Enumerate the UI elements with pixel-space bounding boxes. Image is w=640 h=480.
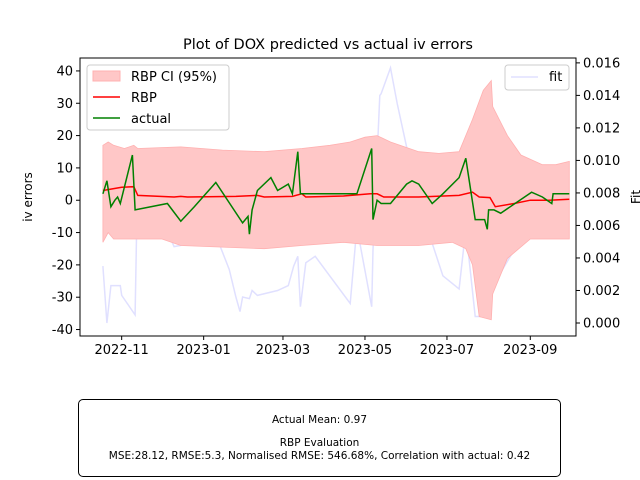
y-tick-label: 20 <box>56 129 73 144</box>
x-tick-label: 2023-07 <box>420 343 474 358</box>
y2-tick-label: 0.010 <box>583 154 620 169</box>
legend-ci-swatch <box>92 70 121 82</box>
legend: RBP CI (95%) RBP actual fit <box>86 64 570 131</box>
y-tick-label: -30 <box>52 291 73 306</box>
rbp-ci-band <box>102 79 570 321</box>
y2-tick-label: 0.002 <box>583 284 620 299</box>
y-tick-label: -20 <box>52 258 73 273</box>
chart-title: Plot of DOX predicted vs actual iv error… <box>183 37 473 53</box>
x-tick-label: 2023-09 <box>503 343 557 358</box>
actual-mean-text: Actual Mean: 0.97 <box>271 414 368 426</box>
x-tick-label: 2023-01 <box>176 343 230 358</box>
legend-rbp-label: RBP <box>131 91 157 106</box>
legend-fit-label: fit <box>549 70 562 85</box>
plot-area <box>102 64 570 324</box>
y-tick-label: 30 <box>56 97 73 112</box>
rbp-line <box>102 185 570 208</box>
y-tick-label: -40 <box>52 323 73 338</box>
actual-line <box>102 148 570 235</box>
y-tick-label: -10 <box>52 226 73 241</box>
legend-actual-label: actual <box>131 112 171 127</box>
y2-tick-label: 0.014 <box>583 89 620 104</box>
y-tick-label: 10 <box>56 161 73 176</box>
y2-tick-label: 0.012 <box>583 121 620 136</box>
legend-ci-label: RBP CI (95%) <box>131 70 217 85</box>
y2-tick-label: 0.004 <box>583 251 620 266</box>
y-tick-label: 0 <box>65 194 73 209</box>
axes: -40 -30 -20 -10 0 10 20 30 40 0.000 0.002 0.004 0.00… <box>52 56 620 358</box>
rbp-evaluation-heading: RBP Evaluation <box>279 437 360 449</box>
y-axis-label: iv errors <box>21 172 35 222</box>
y2-tick-label: 0.000 <box>583 316 620 331</box>
x-tick-label: 2023-03 <box>256 343 310 358</box>
y-tick-label: 40 <box>56 64 73 79</box>
x-tick-label: 2022-11 <box>95 343 149 358</box>
y2-axis-label: Fit <box>629 190 640 204</box>
y2-tick-label: 0.016 <box>583 56 620 71</box>
plot-frame <box>79 57 577 337</box>
y2-tick-label: 0.006 <box>583 219 620 234</box>
stats-box: Actual Mean: 0.97 RBP Evaluation MSE:28.… <box>78 399 561 477</box>
legend-left-frame <box>86 64 230 131</box>
x-tick-label: 2023-05 <box>338 343 392 358</box>
y2-tick-label: 0.008 <box>583 186 620 201</box>
rbp-metrics-text: MSE:28.12, RMSE:5.3, Normalised RMSE: 54… <box>108 450 531 462</box>
